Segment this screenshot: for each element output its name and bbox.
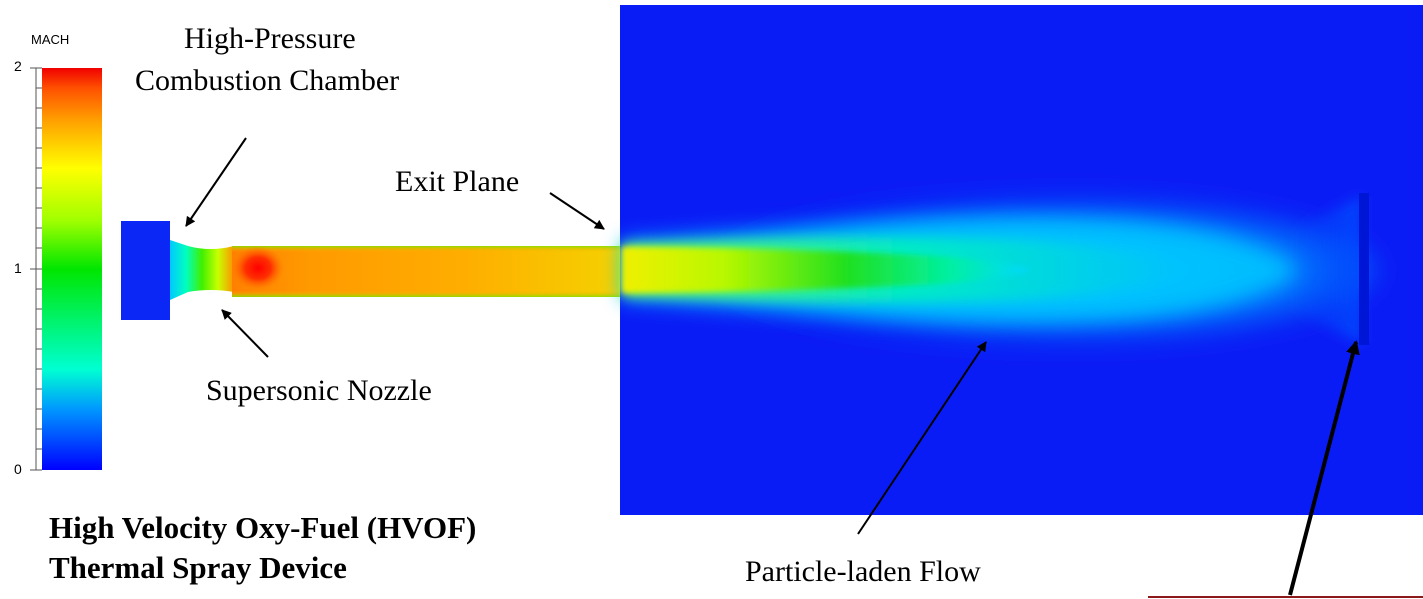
colorbar-tick-max: 2 <box>14 58 22 74</box>
nozzle-label: Supersonic Nozzle <box>206 374 432 407</box>
free-jet-domain <box>580 5 1423 515</box>
bow-shock <box>1290 196 1362 344</box>
exit-plane-arrow <box>549 192 605 230</box>
nozzle-arrow <box>221 309 269 358</box>
colorbar-ticks <box>30 67 42 471</box>
exit-plane-label: Exit Plane <box>395 165 520 198</box>
barrel <box>232 246 622 297</box>
colorbar-gradient <box>42 68 102 470</box>
figure-caption: High Velocity Oxy-Fuel (HVOF) Thermal Sp… <box>49 508 476 588</box>
colorbar-tick-min: 0 <box>14 461 22 477</box>
chamber-label-line2: Combustion Chamber <box>135 64 400 97</box>
jet-core <box>622 247 1030 293</box>
mach-colorbar <box>30 67 102 471</box>
flow-arrow <box>857 341 987 535</box>
chamber-label-line1: High-Pressure <box>184 22 356 55</box>
colorbar-tick-mid: 1 <box>14 260 22 276</box>
caption-line1: High Velocity Oxy-Fuel (HVOF) <box>49 510 477 545</box>
flow-label: Particle-laden Flow <box>745 555 981 588</box>
annotation-arrows <box>185 137 1360 596</box>
colorbar-title: MACH <box>31 32 70 47</box>
supersonic-nozzle <box>170 240 234 300</box>
substrate-arrow <box>1288 340 1360 596</box>
caption-line2: Thermal Spray Device <box>49 550 347 585</box>
chamber-arrow <box>185 137 247 227</box>
substrate <box>1359 193 1369 345</box>
